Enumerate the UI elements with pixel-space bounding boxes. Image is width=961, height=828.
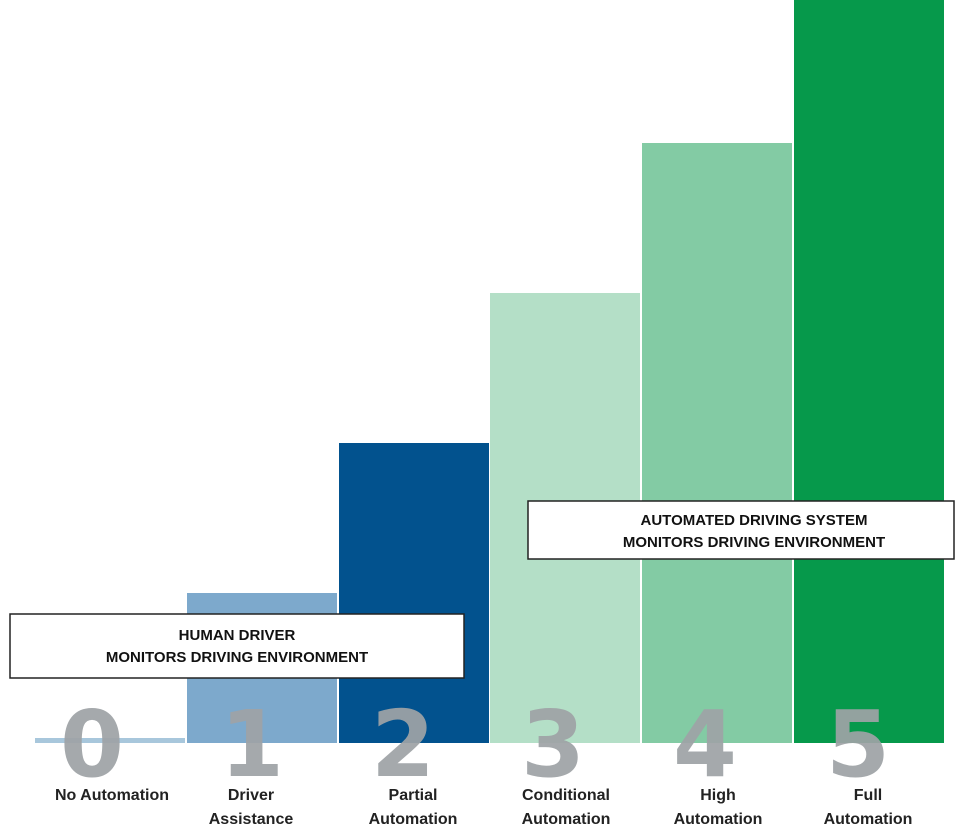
callout-human-driver-text: HUMAN DRIVER MONITORS DRIVING ENVIRONMENT: [106, 627, 368, 666]
category-label-4: High Automation: [674, 787, 763, 828]
callout-human-driver-box: [9, 613, 465, 679]
category-label-1: Driver Assistance: [209, 787, 294, 828]
bars-layer: [35, 0, 944, 743]
level-digit-1: 1: [220, 691, 284, 798]
level-digit-5: 5: [826, 691, 890, 798]
bar-level-5: [794, 0, 944, 743]
callouts-layer: HUMAN DRIVER MONITORS DRIVING ENVIRONMENT…: [9, 500, 955, 679]
bar-level-0: [35, 738, 185, 743]
callout-automated-system: AUTOMATED DRIVING SYSTEM MONITORS DRIVING…: [527, 500, 955, 560]
category-labels-layer: No Automation Driver Assistance Partial Auto…: [55, 787, 912, 828]
level-digit-3: 3: [521, 691, 585, 798]
callout-human-driver: HUMAN DRIVER MONITORS DRIVING ENVIRONMENT: [9, 613, 465, 679]
category-label-2: Partial Automation: [369, 787, 458, 828]
level-digit-0: 0: [60, 691, 124, 798]
callout-automated-system-text: AUTOMATED DRIVING SYSTEM MONITORS DRIVING…: [623, 512, 885, 551]
category-label-5: Full Automation: [824, 787, 913, 828]
level-digit-4: 4: [673, 691, 737, 798]
callout-automated-system-box: [527, 500, 955, 560]
level-digit-2: 2: [371, 691, 435, 798]
bar-level-4: [642, 143, 792, 743]
category-label-0: No Automation: [55, 787, 169, 804]
bar-level-2: [339, 443, 489, 743]
category-label-3: Conditional Automation: [522, 787, 611, 828]
